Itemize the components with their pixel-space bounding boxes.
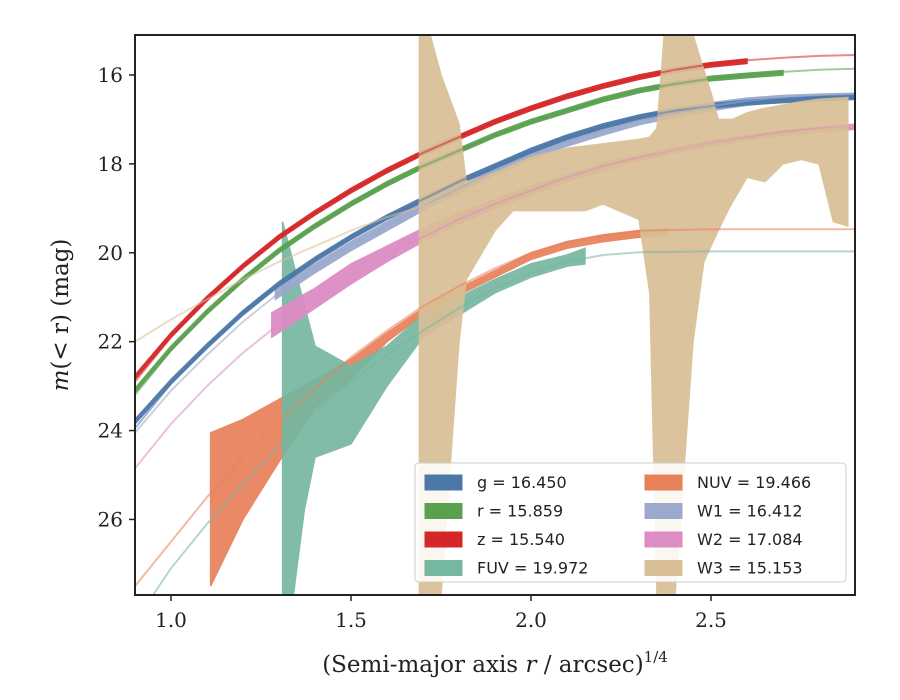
tick-layer: 1.0 1.5 2.0 2.5 16 18 20 22 24 26 xyxy=(98,63,727,632)
band-z xyxy=(135,58,748,381)
legend-swatch-w2 xyxy=(644,531,683,548)
y-tick-label: 18 xyxy=(98,152,123,176)
legend-swatch-r xyxy=(424,503,463,519)
legend-box xyxy=(414,462,847,583)
legend-label-w1: W1 = 16.412 xyxy=(697,502,803,521)
y-tick-label: 22 xyxy=(98,330,123,354)
plot-frame xyxy=(134,34,856,596)
legend-label-w3: W3 = 15.153 xyxy=(697,559,803,578)
legend-swatch-w1 xyxy=(644,503,683,519)
model-curve-w1 xyxy=(135,93,855,434)
legend-swatch-fuv xyxy=(424,560,463,576)
model-curve-fuv xyxy=(152,250,855,595)
legend-swatch-z xyxy=(424,531,463,548)
y-tick-label: 16 xyxy=(98,63,123,87)
model-curve-r xyxy=(135,67,855,396)
legend-swatch-w3 xyxy=(644,560,683,576)
model-curve-z xyxy=(135,54,855,383)
model-curve-w3 xyxy=(135,124,855,343)
y-axis-label: m(< r) (mag) xyxy=(48,239,74,392)
legend-label-fuv: FUV = 19.972 xyxy=(477,559,588,578)
y-tick-label: 26 xyxy=(98,507,123,531)
x-tick-label: 2.0 xyxy=(515,608,547,632)
band-w3 xyxy=(418,35,849,595)
legend-label-w2: W2 = 17.084 xyxy=(697,530,803,549)
y-tick-label: 20 xyxy=(98,241,123,265)
legend-label-z: z = 15.540 xyxy=(477,530,565,549)
model-curve-layer xyxy=(135,54,855,595)
legend-label-g: g = 16.450 xyxy=(477,473,567,492)
legend-label-nuv: NUV = 19.466 xyxy=(697,473,811,492)
model-curve-nuv xyxy=(135,228,855,587)
y-tick-label: 24 xyxy=(98,419,123,443)
band-fuv xyxy=(281,221,586,595)
legend-label-r: r = 15.859 xyxy=(477,502,563,521)
band-g xyxy=(135,94,855,426)
x-tick-label: 1.5 xyxy=(335,608,367,632)
legend-swatch-nuv xyxy=(644,474,683,491)
x-tick-label: 2.5 xyxy=(695,608,727,632)
legend: g = 16.450 r = 15.859 z = 15.540 FUV = 19.9… xyxy=(414,462,847,583)
legend-swatch-g xyxy=(424,474,463,491)
x-tick-label: 1.0 xyxy=(155,608,187,632)
model-curve-w2 xyxy=(135,124,855,469)
x-axis-label: (Semi-major axis r / arcsec)1/4 xyxy=(322,648,668,678)
band-r xyxy=(135,69,784,394)
